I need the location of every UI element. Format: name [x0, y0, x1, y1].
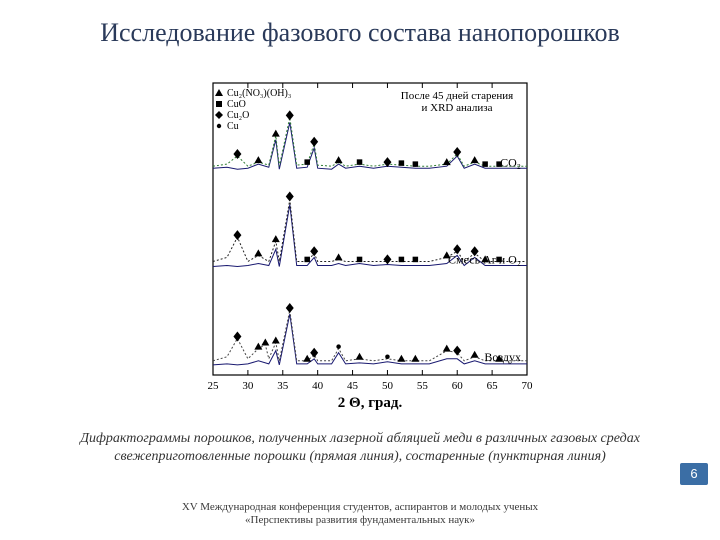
- svg-text:35: 35: [277, 380, 289, 392]
- svg-text:2 Θ, град.: 2 Θ, град.: [338, 395, 403, 411]
- svg-text:50: 50: [382, 380, 394, 392]
- figure-caption: Дифрактограммы порошков, полученных лазе…: [55, 430, 665, 465]
- svg-text:Воздух: Воздух: [484, 350, 521, 364]
- svg-text:После 45 дней старения: После 45 дней старения: [401, 90, 513, 102]
- svg-text:40: 40: [312, 380, 324, 392]
- svg-text:30: 30: [242, 380, 254, 392]
- svg-text:CuO: CuO: [227, 99, 246, 110]
- svg-text:и XRD анализа: и XRD анализа: [422, 102, 493, 114]
- footer-line-2: «Перспективы развития фундаментальных на…: [0, 514, 720, 528]
- slide-title: Исследование фазового состава нанопорошк…: [0, 18, 720, 48]
- footer-line-1: XV Международная конференция студентов, …: [0, 501, 720, 515]
- svg-text:Cu₂(NO₃)(OH)₃: Cu₂(NO₃)(OH)₃: [227, 88, 291, 99]
- xrd-chart: 25 30 35 40 45 50 55 60 65 70 2 Θ, град. CO₂ Смесь A…: [185, 75, 535, 415]
- svg-text:45: 45: [347, 380, 359, 392]
- svg-text:25: 25: [208, 380, 220, 392]
- svg-text:Cu₂O: Cu₂O: [227, 110, 249, 121]
- svg-text:Cu: Cu: [227, 121, 239, 132]
- page-number-badge: 6: [680, 463, 708, 485]
- svg-text:70: 70: [522, 380, 534, 392]
- svg-text:55: 55: [417, 380, 429, 392]
- slide-footer: XV Международная конференция студентов, …: [0, 501, 720, 529]
- svg-text:60: 60: [452, 380, 464, 392]
- svg-text:65: 65: [487, 380, 499, 392]
- svg-text:CO₂: CO₂: [500, 155, 521, 169]
- svg-text:Смесь Ar и O₂: Смесь Ar и O₂: [448, 253, 521, 267]
